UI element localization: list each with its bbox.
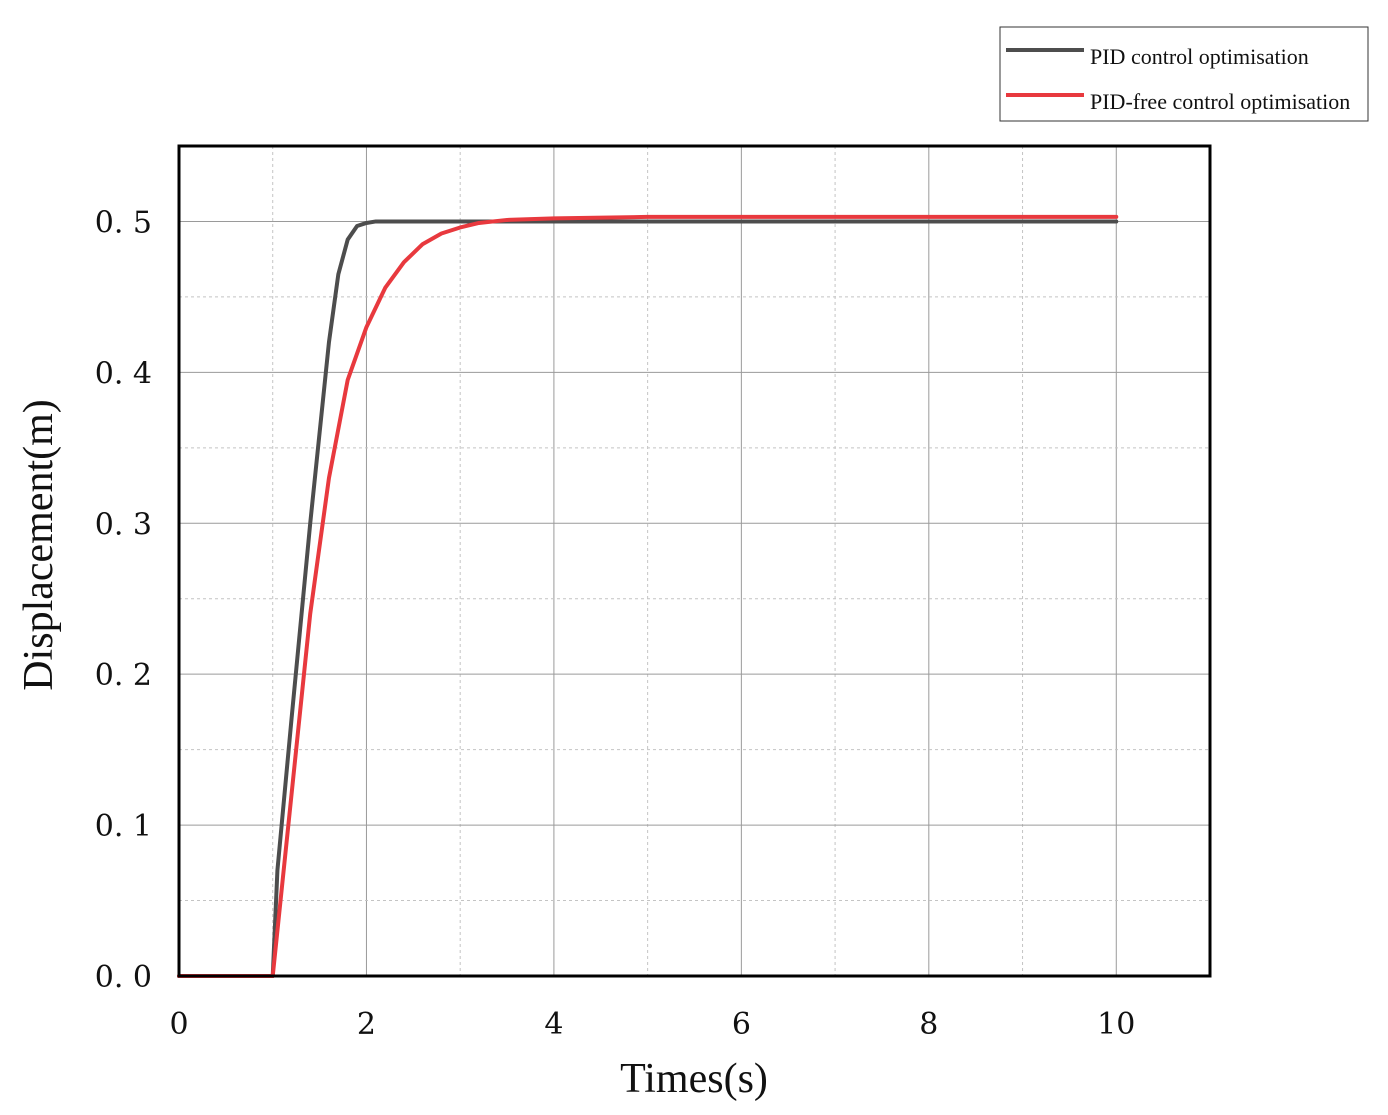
y-tick-label: 0. 3: [95, 507, 152, 542]
y-tick-label: 0. 0: [95, 960, 152, 995]
x-tick-label: 8: [919, 1007, 938, 1042]
x-ticks: 0 2 4 6 8 10: [169, 1007, 1135, 1042]
x-tick-label: 4: [544, 1007, 563, 1042]
legend-box: [999, 26, 1369, 122]
y-ticks: 0. 0 0. 1 0. 2 0. 3 0. 4 0. 5: [95, 205, 152, 995]
legend-label: PID control optimisation: [1090, 44, 1309, 69]
x-tick-label: 0: [169, 1007, 188, 1042]
x-tick-label: 2: [357, 1007, 376, 1042]
grid: [179, 146, 1210, 976]
x-tick-label: 6: [732, 1007, 751, 1042]
plot-frame: [177, 144, 1212, 978]
legend-label: PID-free control optimisation: [1090, 89, 1350, 114]
legend: PID control optimisation PID-free control…: [999, 26, 1369, 122]
series-lines: [177, 214, 1119, 978]
x-tick-label: 10: [1097, 1007, 1135, 1042]
y-tick-label: 0. 1: [95, 809, 152, 844]
y-tick-label: 0. 5: [95, 205, 152, 240]
series-line-1: [177, 219, 1119, 978]
y-tick-label: 0. 4: [95, 356, 152, 391]
y-axis-title: Displacement(m): [16, 399, 62, 691]
y-tick-label: 0. 2: [95, 658, 152, 693]
x-axis-title: Times(s): [620, 1056, 768, 1102]
series-line-2: [177, 214, 1119, 978]
